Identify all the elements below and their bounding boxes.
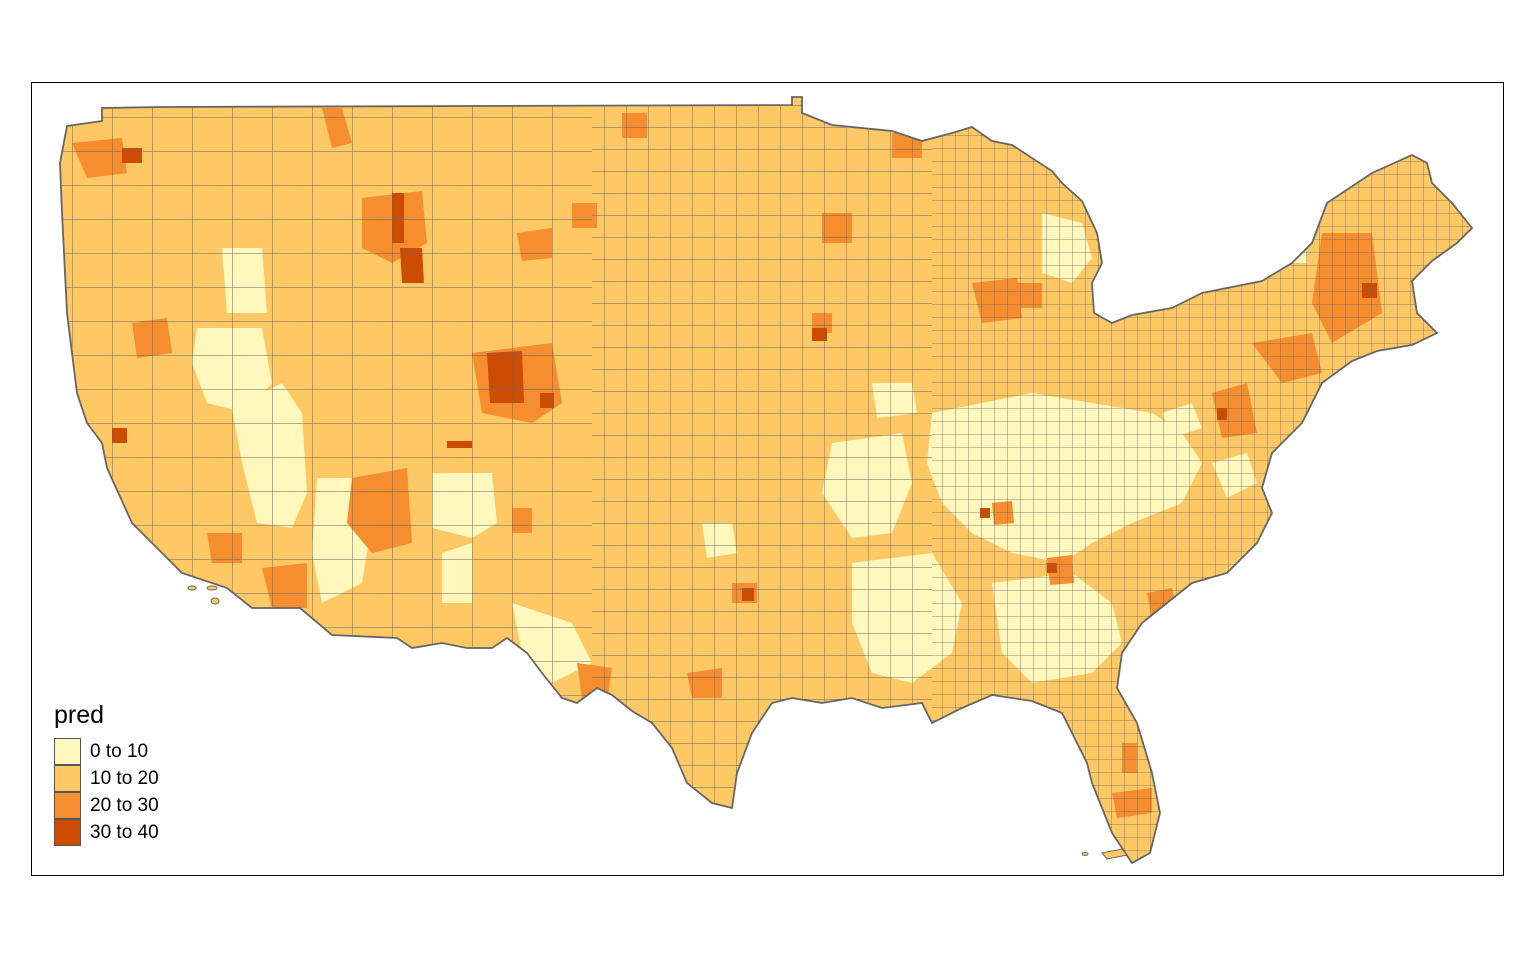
keys [1101, 848, 1128, 860]
key-west [1081, 852, 1089, 856]
county-layer [60, 97, 1472, 863]
island-2 [206, 585, 218, 591]
legend-swatch-20-30 [54, 792, 81, 819]
legend-title: pred [54, 701, 105, 729]
county-lines-plains [592, 97, 932, 863]
county-lines-east [932, 97, 1472, 863]
island-1 [187, 585, 197, 591]
islands [187, 585, 1128, 860]
legend-item-30-40: 30 to 40 [54, 819, 159, 846]
island-3 [210, 597, 220, 605]
legend-label-0-10: 0 to 10 [90, 740, 149, 762]
legend-label-20-30: 20 to 30 [90, 794, 159, 816]
legend-label-10-20: 10 to 20 [90, 767, 159, 789]
legend-swatch-10-20 [54, 765, 81, 792]
legend-swatch-0-10 [54, 738, 81, 765]
map-frame [31, 82, 1504, 876]
choropleth-map [59, 96, 1473, 864]
legend-swatch-30-40 [54, 819, 81, 846]
legend-label-30-40: 30 to 40 [90, 821, 159, 843]
map-legend: pred 0 to 10 10 to 20 20 to 30 30 to 40 [54, 700, 159, 846]
legend-item-10-20: 10 to 20 [54, 765, 159, 792]
legend-item-0-10: 0 to 10 [54, 738, 159, 765]
legend-item-20-30: 20 to 30 [54, 792, 159, 819]
